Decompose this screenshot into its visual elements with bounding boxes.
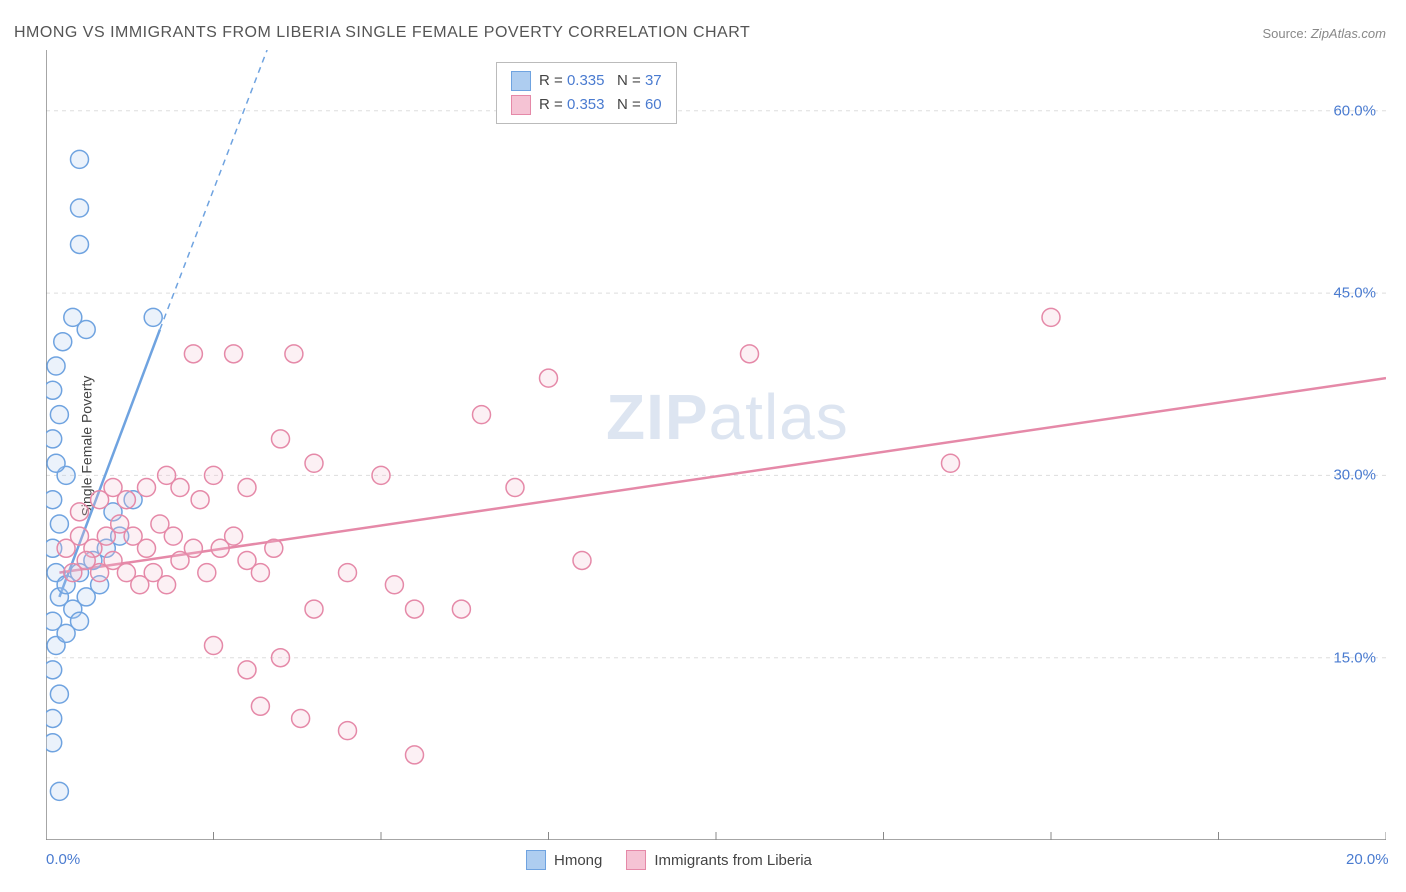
x-tick-label: 0.0% bbox=[46, 851, 80, 868]
series-legend: Hmong Immigrants from Liberia bbox=[526, 850, 812, 870]
legend-item: Hmong bbox=[526, 850, 602, 870]
legend-swatch bbox=[511, 71, 531, 91]
x-tick-label: 20.0% bbox=[1346, 851, 1389, 868]
source-value: ZipAtlas.com bbox=[1311, 26, 1386, 41]
legend-row: R = 0.353 N = 60 bbox=[511, 93, 662, 117]
legend-swatch bbox=[511, 95, 531, 115]
chart-area: ZIPatlas R = 0.335 N = 37R = 0.353 N = 6… bbox=[46, 50, 1386, 840]
y-tick-label: 30.0% bbox=[1333, 467, 1376, 484]
legend-stats: R = 0.353 N = 60 bbox=[539, 93, 662, 117]
correlation-legend: R = 0.335 N = 37R = 0.353 N = 60 bbox=[496, 62, 677, 124]
chart-title: HMONG VS IMMIGRANTS FROM LIBERIA SINGLE … bbox=[14, 24, 750, 42]
legend-item: Immigrants from Liberia bbox=[626, 850, 812, 870]
legend-swatch bbox=[626, 850, 646, 870]
y-tick-label: 15.0% bbox=[1333, 649, 1376, 666]
y-tick-label: 45.0% bbox=[1333, 285, 1376, 302]
source-attribution: Source: ZipAtlas.com bbox=[1262, 26, 1386, 41]
scatter-plot-svg bbox=[46, 50, 1386, 840]
legend-row: R = 0.335 N = 37 bbox=[511, 69, 662, 93]
legend-stats: R = 0.335 N = 37 bbox=[539, 69, 662, 93]
source-label: Source: bbox=[1262, 26, 1310, 41]
y-tick-label: 60.0% bbox=[1333, 102, 1376, 119]
legend-swatch bbox=[526, 850, 546, 870]
legend-label: Hmong bbox=[554, 852, 602, 869]
legend-label: Immigrants from Liberia bbox=[654, 852, 812, 869]
